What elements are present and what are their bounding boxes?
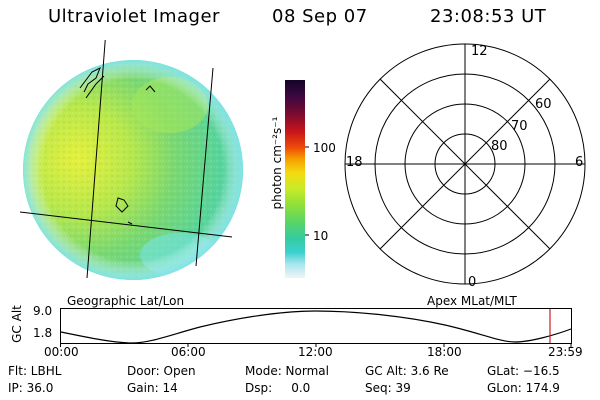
colorbar-unit-label: photon cm⁻²s⁻¹	[270, 116, 284, 210]
glon-info: GLon: 174.9	[487, 381, 560, 395]
lat-label-80: 80	[491, 139, 508, 154]
seq-info: Seq: 39	[365, 381, 411, 395]
gc-alt-info: GC Alt: 3.6 Re	[365, 364, 449, 378]
glat-info: GLat: −16.5	[487, 364, 560, 378]
geographic-grid	[19, 40, 233, 279]
time-tick-1200: 12:00	[298, 345, 333, 359]
altitude-ytick-9: 9.0	[33, 304, 53, 318]
door-info: Door: Open	[127, 364, 196, 378]
gain-info: Gain: 14	[127, 381, 178, 395]
dsp-info: Dsp: 0.0	[245, 381, 311, 395]
mode-info: Mode: Normal	[245, 364, 329, 378]
altitude-ytick-1-8: 1.8	[33, 326, 53, 340]
time-tick-0000: 00:00	[44, 345, 79, 359]
colorbar-tick-10: 10	[313, 229, 329, 243]
ip-info: IP: 36.0	[8, 381, 54, 395]
mlt-label-18: 18	[346, 155, 363, 170]
color-scale-bar	[285, 80, 309, 278]
polar-plot	[344, 43, 586, 285]
time-tick-0600: 06:00	[171, 345, 206, 359]
geographic-caption: Geographic Lat/Lon	[67, 294, 185, 308]
time-label: 23:08:53 UT	[430, 6, 547, 27]
coastline	[79, 66, 156, 225]
flt-info: Flt: LBHL	[8, 364, 62, 378]
lat-label-70: 70	[511, 119, 528, 134]
apex-caption: Apex MLat/MLT	[427, 294, 517, 308]
time-tick-1800: 18:00	[427, 345, 462, 359]
mlt-label-6: 6	[575, 155, 584, 170]
instrument-title: Ultraviolet Imager	[48, 6, 220, 27]
uv-image-panel	[19, 40, 243, 280]
altitude-curve	[60, 310, 572, 344]
mlt-label-0: 0	[468, 275, 477, 290]
altitude-plot	[60, 308, 572, 347]
mlt-label-12: 12	[471, 44, 488, 59]
lat-label-60: 60	[535, 97, 552, 112]
date-label: 08 Sep 07	[272, 6, 368, 27]
time-tick-2359: 23:59	[548, 345, 583, 359]
altitude-ylabel: GC Alt	[10, 305, 24, 343]
colorbar-tick-100: 100	[313, 141, 336, 155]
